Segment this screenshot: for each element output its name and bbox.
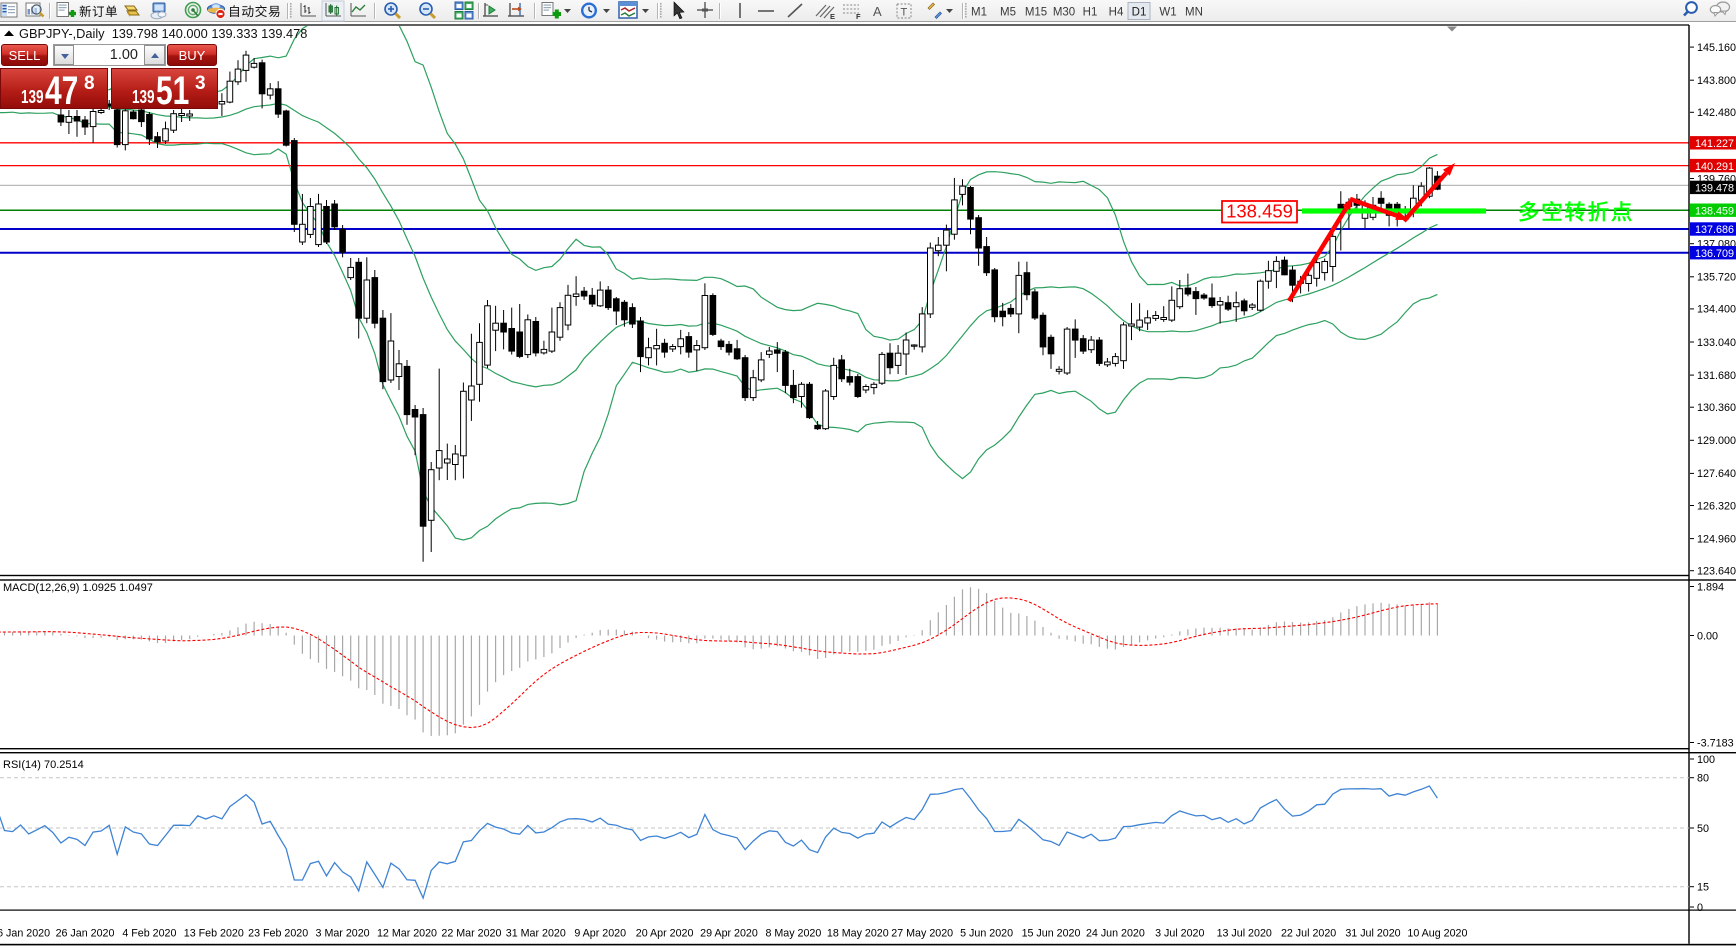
svg-text:GBPJPY-,Daily 139.798 140.000: GBPJPY-,Daily 139.798 140.000 139.333 13… [19, 26, 307, 41]
svg-text:1.894: 1.894 [1697, 582, 1724, 594]
svg-text:13 Feb 2020: 13 Feb 2020 [184, 928, 244, 940]
svg-text:M1: M1 [971, 7, 987, 19]
svg-text:131.680: 131.680 [1697, 370, 1736, 382]
svg-text:138.459: 138.459 [1695, 205, 1734, 217]
svg-text:145.160: 145.160 [1697, 42, 1736, 54]
svg-text:100: 100 [1697, 754, 1715, 766]
svg-text:8 May 2020: 8 May 2020 [765, 928, 821, 940]
svg-text:M5: M5 [1000, 7, 1016, 19]
svg-text:127.640: 127.640 [1697, 468, 1736, 480]
svg-text:27 May 2020: 27 May 2020 [891, 928, 953, 940]
svg-text:A: A [873, 4, 882, 19]
svg-text:50: 50 [1697, 823, 1709, 835]
svg-text:29 Apr 2020: 29 Apr 2020 [700, 928, 758, 940]
svg-text:26 Jan 2020: 26 Jan 2020 [56, 928, 115, 940]
svg-text:-3.7183: -3.7183 [1697, 738, 1734, 750]
svg-text:E: E [830, 12, 835, 21]
svg-text:T: T [901, 7, 908, 19]
svg-text:22 Mar 2020: 22 Mar 2020 [441, 928, 501, 940]
svg-text:130.360: 130.360 [1697, 402, 1736, 414]
svg-text:15: 15 [1697, 882, 1709, 894]
svg-text:140.291: 140.291 [1695, 161, 1734, 173]
svg-text:9 Apr 2020: 9 Apr 2020 [574, 928, 626, 940]
svg-text:24 Jun 2020: 24 Jun 2020 [1086, 928, 1145, 940]
svg-text:133.040: 133.040 [1697, 337, 1736, 349]
svg-text:18 May 2020: 18 May 2020 [827, 928, 889, 940]
svg-text:31 Jul 2020: 31 Jul 2020 [1345, 928, 1400, 940]
svg-text:13 Jul 2020: 13 Jul 2020 [1217, 928, 1272, 940]
svg-text:129.000: 129.000 [1697, 435, 1736, 447]
svg-text:15 Jun 2020: 15 Jun 2020 [1022, 928, 1081, 940]
svg-text:D1: D1 [1132, 7, 1147, 19]
svg-text:4 Feb 2020: 4 Feb 2020 [122, 928, 176, 940]
svg-text:0: 0 [1697, 902, 1703, 914]
svg-text:M15: M15 [1025, 7, 1047, 19]
svg-text:22 Jul 2020: 22 Jul 2020 [1281, 928, 1336, 940]
svg-text:RSI(14) 70.2514: RSI(14) 70.2514 [3, 759, 84, 771]
svg-text:138.459: 138.459 [1226, 201, 1293, 222]
svg-text:3 Jul 2020: 3 Jul 2020 [1155, 928, 1204, 940]
svg-text:3 Mar 2020: 3 Mar 2020 [316, 928, 370, 940]
svg-text:MN: MN [1185, 7, 1203, 19]
svg-text:123.640: 123.640 [1697, 566, 1736, 578]
svg-text:143.800: 143.800 [1697, 75, 1736, 87]
svg-text:W1: W1 [1159, 7, 1176, 19]
svg-text:126.320: 126.320 [1697, 500, 1736, 512]
svg-text:5 Jun 2020: 5 Jun 2020 [960, 928, 1013, 940]
svg-text:M30: M30 [1053, 7, 1075, 19]
svg-text:124.960: 124.960 [1697, 533, 1736, 545]
svg-text:12 Mar 2020: 12 Mar 2020 [377, 928, 437, 940]
svg-text:137.686: 137.686 [1695, 224, 1734, 236]
svg-text:135.720: 135.720 [1697, 272, 1736, 284]
svg-text:141.227: 141.227 [1695, 138, 1734, 150]
svg-text:H1: H1 [1083, 7, 1098, 19]
svg-text:16 Jan 2020: 16 Jan 2020 [0, 928, 50, 940]
svg-text:MACD(12,26,9) 1.0925 1.0497: MACD(12,26,9) 1.0925 1.0497 [3, 582, 153, 594]
svg-text:F: F [856, 12, 861, 21]
svg-text:31 Mar 2020: 31 Mar 2020 [506, 928, 566, 940]
svg-text:136.709: 136.709 [1695, 248, 1734, 260]
svg-text:23 Feb 2020: 23 Feb 2020 [248, 928, 308, 940]
svg-text:142.480: 142.480 [1697, 107, 1736, 119]
svg-text:80: 80 [1697, 773, 1709, 785]
svg-text:139.478: 139.478 [1695, 183, 1734, 195]
svg-text:0.00: 0.00 [1697, 631, 1718, 643]
svg-text:10 Aug 2020: 10 Aug 2020 [1407, 928, 1467, 940]
svg-text:H4: H4 [1109, 7, 1124, 19]
svg-text:20 Apr 2020: 20 Apr 2020 [636, 928, 694, 940]
svg-text:134.400: 134.400 [1697, 304, 1736, 316]
